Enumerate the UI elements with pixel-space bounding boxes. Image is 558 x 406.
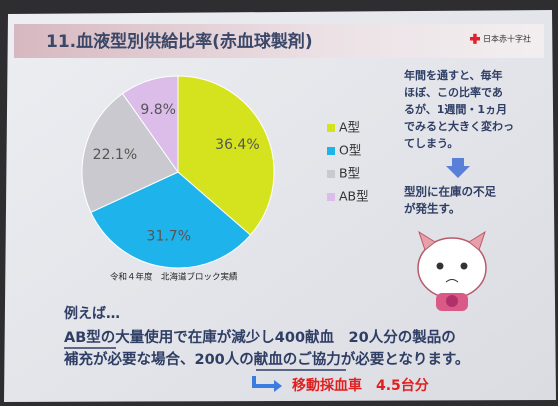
caption: 令和４年度 北海道ブロック実績 xyxy=(110,272,238,283)
note-line: 年間を通すと、毎年 xyxy=(404,68,503,82)
note-result: 型別に在庫の不足 xyxy=(404,185,496,199)
note-line: てしまう。 xyxy=(404,137,458,150)
value-label: 22.1% xyxy=(93,147,137,163)
pie-chart: 36.4% 31.7% 22.1% 9.8% xyxy=(82,76,274,268)
note-result: が発生す。 xyxy=(404,202,460,216)
legend-label: AB型 xyxy=(339,189,369,204)
value-label: 31.7% xyxy=(147,229,191,245)
legend-swatch xyxy=(327,124,335,132)
example-result: 移動採血車 4.5台分 xyxy=(292,377,429,394)
slide-photo: 11.血液型別供給比率(赤血球製剤) 日本赤十字社 36.4% 31.7% 22.1… xyxy=(0,0,558,406)
legend-swatch xyxy=(327,193,335,201)
logo-cross xyxy=(473,34,477,44)
value-label: 36.4% xyxy=(215,137,259,153)
page: 11.血液型別供給比率(赤血球製剤) 日本赤十字社 36.4% 31.7% 22.1… xyxy=(0,0,558,406)
example-line: 補充が必要な場合、200人の献血のご協力が必要となります。 xyxy=(63,350,469,368)
example-line: AB型の大量使用で在庫が減少し400献血 20人分の製品の xyxy=(64,328,456,346)
logo: 日本赤十字社 xyxy=(483,34,531,44)
value-label: 9.8% xyxy=(140,102,176,118)
note-line: ほぼ、この比率であ xyxy=(404,85,503,99)
legend-swatch xyxy=(327,147,335,155)
note-line: でみると大きく変わっ xyxy=(404,119,514,133)
note-line: るが、1週間・1ヵ月 xyxy=(404,102,507,116)
legend-label: A型 xyxy=(339,120,360,135)
example-heading: 例えば… xyxy=(64,305,120,322)
legend-label: O型 xyxy=(339,143,361,158)
legend-label: B型 xyxy=(339,166,360,181)
legend-swatch xyxy=(327,170,335,178)
title: 11.血液型別供給比率(赤血球製剤) xyxy=(46,31,313,52)
